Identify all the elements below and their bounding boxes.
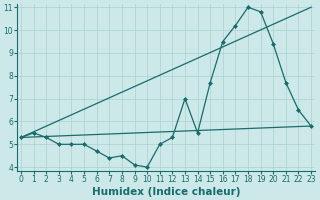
X-axis label: Humidex (Indice chaleur): Humidex (Indice chaleur) [92,187,240,197]
